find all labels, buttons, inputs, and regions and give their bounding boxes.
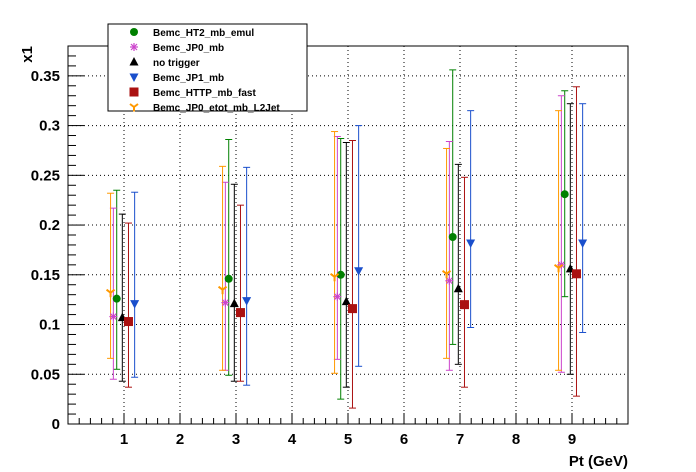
- legend-entry: Bemc_JP0_etot_mb_L2Jet: [153, 103, 280, 114]
- legend-entry: Bemc_HT2_mb_emul: [153, 28, 254, 39]
- x-tick-label: 9: [568, 431, 576, 448]
- y-axis-title: x1: [19, 46, 36, 63]
- data-point: [333, 292, 342, 301]
- legend-marker: [129, 87, 139, 97]
- error-bar: [331, 131, 339, 374]
- data-point: [130, 300, 140, 309]
- grid: [68, 46, 628, 424]
- data-point: [466, 239, 476, 248]
- legend-entry: Bemc_JP1_mb: [153, 73, 224, 84]
- y-tick-labels: 0 0.05 0.1 0.15 0.2 0.25 0.3 0.35: [31, 68, 60, 433]
- error-bar: [107, 192, 115, 359]
- data-point: [459, 300, 469, 310]
- data-point: [441, 269, 452, 279]
- error-bar: [449, 69, 457, 345]
- data-point: [242, 297, 252, 306]
- y-tick-label: 0.25: [31, 167, 60, 184]
- data-point: [578, 239, 588, 248]
- data-point: [453, 283, 463, 293]
- x-tick-label: 6: [400, 431, 408, 448]
- y-tick-label: 0.05: [31, 366, 60, 383]
- data-point: [329, 272, 340, 282]
- legend-marker: [129, 73, 139, 82]
- data-point: [217, 285, 228, 295]
- legend-entry: Bemc_HTTP_mb_fast: [153, 88, 256, 99]
- data-point: [109, 312, 118, 321]
- error-bar: [460, 176, 468, 388]
- y-tick-label: 0: [52, 416, 60, 433]
- error-bar: [219, 165, 227, 371]
- error-bar: [118, 213, 126, 382]
- data-point: [336, 270, 345, 279]
- data-point: [229, 298, 239, 308]
- data-point: [112, 294, 121, 303]
- data-point: [341, 296, 351, 306]
- x-tick-label: 5: [344, 431, 352, 448]
- error-bar: [243, 166, 251, 386]
- x-tick-label: 2: [176, 431, 184, 448]
- error-bar: [355, 125, 363, 367]
- data-point: [571, 269, 581, 279]
- y-tick-label: 0.2: [39, 217, 60, 234]
- data-point: [445, 276, 454, 285]
- error-bar: [555, 110, 563, 371]
- data-point: [123, 317, 133, 327]
- error-bar: [348, 140, 356, 409]
- data-point: [105, 288, 116, 298]
- error-bar: [131, 191, 139, 378]
- error-bar: [342, 141, 350, 388]
- error-bar: [445, 140, 453, 371]
- x-tick-label: 8: [512, 431, 520, 448]
- data-point: [347, 304, 357, 314]
- data-point: [560, 190, 569, 199]
- error-bar: [572, 86, 580, 397]
- data-point: [224, 274, 233, 283]
- legend-entry: no trigger: [153, 58, 200, 69]
- data-markers: [105, 190, 588, 327]
- error-bar: [579, 103, 587, 333]
- error-bar: [225, 139, 233, 376]
- x-tick-label: 7: [456, 431, 464, 448]
- error-bar: [467, 110, 475, 329]
- error-bar: [113, 189, 121, 370]
- error-bar: [124, 222, 132, 388]
- error-bar: [566, 103, 574, 375]
- y-tick-label: 0.15: [31, 267, 60, 284]
- error-bars: [107, 69, 587, 409]
- error-bar: [454, 163, 462, 365]
- data-point: [354, 267, 364, 276]
- x-tick-labels: 1 2 3 4 5 6 7 8 9: [120, 431, 576, 448]
- legend-marker: [130, 28, 138, 36]
- x-axis-title: Pt (GeV): [569, 453, 628, 470]
- y-tick-label: 0.35: [31, 68, 60, 85]
- y-tick-label: 0.1: [39, 317, 60, 334]
- error-bar: [236, 204, 244, 382]
- data-point: [221, 298, 230, 307]
- axis-ticks: [68, 55, 618, 424]
- legend-marker: [129, 57, 139, 66]
- x-tick-label: 3: [232, 431, 240, 448]
- error-bar: [230, 183, 238, 382]
- legend-marker: [130, 43, 138, 51]
- error-bar: [557, 95, 565, 373]
- legend-entry: Bemc_JP0_mb: [153, 43, 224, 54]
- y-tick-label: 0.3: [39, 118, 60, 135]
- error-bar: [337, 138, 345, 400]
- x-tick-label: 1: [120, 431, 128, 448]
- data-point: [448, 232, 457, 241]
- data-point: [235, 308, 245, 318]
- error-bar: [443, 147, 451, 359]
- legend-marker: [129, 103, 139, 112]
- data-point: [553, 264, 564, 273]
- x-tick-label: 4: [288, 431, 297, 448]
- legend-box: [107, 23, 308, 112]
